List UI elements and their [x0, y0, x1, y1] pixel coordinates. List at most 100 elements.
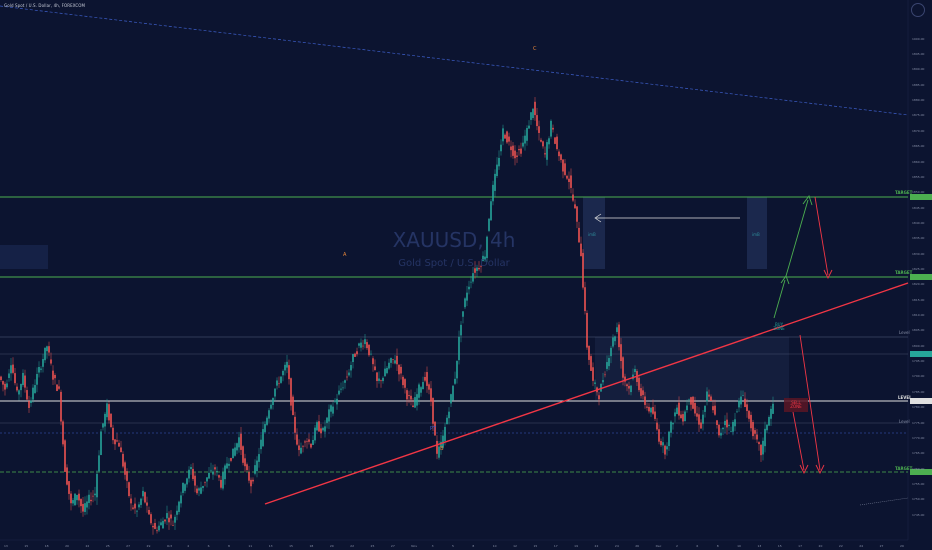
candle-body: [126, 471, 128, 481]
candle-body: [256, 460, 258, 472]
candle-body: [412, 405, 414, 408]
time-tick-label: 13: [4, 544, 8, 548]
candle-body: [276, 380, 278, 386]
candle-body: [64, 440, 66, 472]
candle-body: [524, 135, 526, 144]
time-tick-label: 17: [553, 544, 558, 548]
candle-body: [738, 400, 740, 408]
candle-body: [742, 395, 744, 396]
candle-body: [154, 523, 156, 529]
candle-body: [692, 396, 694, 409]
candle-body: [552, 127, 554, 130]
candle-body: [156, 530, 158, 532]
candle-body: [258, 454, 260, 462]
candle-body: [652, 407, 654, 414]
candle-body: [464, 298, 466, 308]
candle-body: [88, 494, 90, 503]
candle-body: [712, 406, 714, 411]
candle-body: [484, 256, 486, 260]
candle-body: [676, 407, 678, 415]
candle-body: [308, 439, 310, 442]
candle-body: [582, 252, 584, 288]
candle-body: [394, 360, 396, 364]
candle-body: [672, 423, 674, 425]
candle-body: [624, 376, 626, 382]
candle-body: [50, 359, 52, 364]
candle-body: [570, 175, 572, 188]
candle-body: [722, 427, 724, 430]
candle-body: [618, 324, 620, 348]
candle-body: [234, 447, 236, 456]
watermark-name: Gold Spot / U.S. Dollar: [398, 258, 510, 269]
candle-body: [350, 365, 352, 371]
candle-body: [336, 398, 338, 405]
candle-body: [620, 344, 622, 362]
candle-body: [366, 342, 368, 349]
candle-body: [136, 510, 138, 512]
price-tick-label: 1800.00: [912, 343, 925, 348]
time-tick-label: 18: [309, 544, 314, 548]
candle-body: [268, 410, 270, 419]
candle-body: [560, 154, 562, 161]
candle-body: [82, 503, 84, 512]
candle-body: [390, 358, 392, 363]
candle-body: [356, 351, 358, 355]
price-tick-label: 1870.00: [912, 128, 925, 133]
candle-body: [690, 397, 692, 405]
candle-body: [106, 403, 108, 418]
candle-body: [516, 155, 518, 157]
candle-body: [94, 493, 96, 496]
candle-body: [588, 345, 590, 360]
price-tick-label: 1770.00: [912, 435, 925, 440]
candle-body: [622, 357, 624, 378]
candlestick-series: [0, 97, 774, 535]
candle-body: [166, 513, 168, 519]
candle-body: [758, 442, 760, 445]
candle-body: [222, 472, 224, 489]
candle-body: [100, 431, 102, 455]
candle-body: [252, 479, 254, 482]
candle-body: [580, 243, 582, 257]
time-tick-label: 27: [879, 544, 884, 548]
candle-body: [698, 414, 700, 425]
price-tick-label: 1895.00: [912, 52, 925, 57]
time-tick-label: 8: [472, 544, 475, 548]
candle-body: [288, 365, 290, 380]
time-tick-label: 15: [777, 544, 782, 548]
time-tick-label: 22: [594, 544, 599, 548]
price-tick-label: 1785.00: [912, 389, 925, 394]
candle-body: [108, 404, 110, 421]
price-tick-label: 1840.00: [912, 220, 925, 225]
level-label-main: LEVEL: [898, 395, 912, 400]
price-tick-label: 1880.00: [912, 98, 925, 103]
candle-body: [360, 342, 362, 348]
candle-body: [512, 145, 514, 156]
time-tick-label: 12: [513, 544, 517, 548]
candle-body: [754, 430, 756, 434]
candle-body: [644, 396, 646, 405]
fvg-box-2: [747, 197, 767, 269]
candle-body: [104, 413, 106, 427]
candle-body: [120, 447, 122, 453]
candle-body: [322, 427, 324, 431]
candle-body: [706, 391, 708, 402]
candle-body: [438, 446, 440, 458]
candle-body: [708, 394, 710, 397]
candle-body: [192, 468, 194, 480]
candle-body: [376, 372, 378, 382]
candle-body: [4, 383, 6, 390]
target-mid-price-tag: [910, 274, 932, 280]
candle-body: [760, 444, 762, 456]
candle-body: [604, 374, 606, 376]
candle-body: [514, 150, 516, 159]
candle-body: [354, 353, 356, 357]
candle-body: [352, 354, 354, 363]
price-tick-label: 1795.00: [912, 359, 925, 364]
candle-body: [216, 470, 218, 472]
candle-body: [184, 484, 186, 491]
candle-body: [486, 236, 488, 259]
candle-body: [472, 273, 474, 282]
candle-body: [586, 312, 588, 348]
candle-body: [204, 481, 206, 483]
